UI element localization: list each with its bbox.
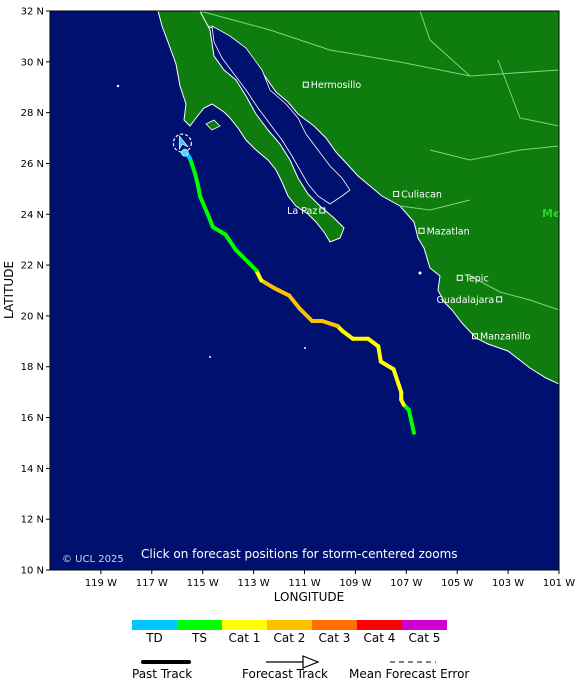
zoom-notice[interactable]: Click on forecast positions for storm-ce… bbox=[141, 547, 458, 561]
track-segment[interactable] bbox=[287, 293, 302, 311]
city-marker bbox=[418, 227, 425, 234]
track-segment[interactable] bbox=[195, 181, 203, 199]
city-label: Manzanillo bbox=[480, 332, 531, 343]
island bbox=[418, 271, 422, 275]
track-segment[interactable] bbox=[187, 156, 198, 176]
track-segment[interactable] bbox=[378, 359, 396, 372]
track-segment[interactable] bbox=[271, 285, 292, 298]
lat-tick-label: 32 N bbox=[21, 7, 44, 18]
track-segment[interactable] bbox=[233, 247, 259, 273]
legend-category-label: Cat 2 bbox=[274, 631, 306, 645]
legend-swatch bbox=[312, 620, 357, 630]
state-border bbox=[199, 11, 559, 311]
past-track-label: Past Track bbox=[132, 667, 192, 681]
mean-error-circle bbox=[172, 133, 192, 153]
island bbox=[304, 347, 306, 349]
track-segment[interactable] bbox=[259, 278, 276, 290]
island bbox=[209, 356, 211, 358]
lon-tick-label: 119 W bbox=[85, 578, 117, 589]
track-segment[interactable] bbox=[223, 232, 238, 252]
lat-tick-label: 10 N bbox=[21, 566, 44, 577]
city-marker bbox=[496, 296, 503, 303]
copyright: © UCL 2025 bbox=[62, 554, 124, 565]
baja-california bbox=[157, 11, 345, 243]
lat-tick-label: 12 N bbox=[21, 515, 44, 526]
lon-tick-label: 111 W bbox=[288, 578, 320, 589]
lat-tick-label: 18 N bbox=[21, 362, 44, 373]
legend-swatch bbox=[357, 620, 402, 630]
lon-tick-label: 103 W bbox=[492, 578, 524, 589]
track-segment[interactable] bbox=[406, 407, 416, 435]
x-axis-title: LONGITUDE bbox=[274, 590, 344, 604]
legend-category-label: Cat 1 bbox=[229, 631, 261, 645]
lat-tick-label: 24 N bbox=[21, 210, 44, 221]
lon-tick-label: 105 W bbox=[441, 578, 473, 589]
legend-category-label: Cat 5 bbox=[409, 631, 441, 645]
island bbox=[116, 84, 120, 88]
legend-swatch bbox=[132, 620, 177, 630]
gulf-of-california bbox=[211, 25, 351, 205]
lat-tick-label: 22 N bbox=[21, 261, 44, 272]
lon-tick-label: 117 W bbox=[136, 578, 168, 589]
track-segment[interactable] bbox=[391, 367, 401, 387]
track-segment[interactable] bbox=[376, 344, 383, 364]
forecast-track-label: Forecast Track bbox=[242, 667, 328, 681]
lon-tick-label: 113 W bbox=[238, 578, 270, 589]
track-segment[interactable] bbox=[210, 224, 228, 237]
forecast-arrow-icon bbox=[302, 655, 320, 669]
city-label: Mazatlan bbox=[427, 226, 470, 237]
current-position-icon[interactable] bbox=[179, 135, 189, 151]
lon-tick-label: 101 W bbox=[543, 578, 575, 589]
mean-error-label: Mean Forecast Error bbox=[349, 667, 469, 681]
legend-category-label: Cat 3 bbox=[319, 631, 351, 645]
last-fix-dot[interactable] bbox=[181, 148, 189, 157]
city-marker bbox=[456, 274, 463, 281]
legend-category-label: TD bbox=[145, 631, 163, 645]
city-label: Hermosillo bbox=[311, 80, 362, 91]
city-marker bbox=[302, 81, 309, 88]
city-label: Tepic bbox=[464, 273, 489, 284]
lat-tick-label: 20 N bbox=[21, 311, 44, 322]
lat-tick-label: 16 N bbox=[21, 413, 44, 424]
lat-tick-label: 30 N bbox=[21, 57, 44, 68]
lon-tick-label: 109 W bbox=[339, 578, 371, 589]
lat-tick-label: 26 N bbox=[21, 159, 44, 170]
legend-swatch bbox=[177, 620, 222, 630]
city-label: La Paz bbox=[287, 206, 317, 217]
track-segment[interactable] bbox=[320, 318, 340, 329]
country-label: Me bbox=[542, 207, 560, 220]
legend-category-label: Cat 4 bbox=[364, 631, 396, 645]
city-marker bbox=[319, 207, 326, 214]
track-segment[interactable] bbox=[340, 329, 355, 341]
legend-swatch bbox=[267, 620, 312, 630]
island bbox=[205, 119, 221, 131]
track-segment[interactable] bbox=[366, 336, 381, 349]
lat-tick-label: 14 N bbox=[21, 464, 44, 475]
lat-tick-label: 28 N bbox=[21, 108, 44, 119]
track-segment[interactable] bbox=[205, 212, 215, 229]
lon-tick-label: 107 W bbox=[390, 578, 422, 589]
city-marker bbox=[472, 333, 479, 340]
legend-swatch bbox=[222, 620, 267, 630]
legend-swatch bbox=[402, 620, 447, 630]
y-axis-title: LATITUDE bbox=[2, 261, 16, 319]
track-segment[interactable] bbox=[198, 194, 210, 217]
legend-category-label: TS bbox=[191, 631, 207, 645]
city-label: Guadalajara bbox=[436, 295, 494, 306]
track-segment[interactable] bbox=[297, 306, 315, 323]
city-label: Culiacan bbox=[401, 189, 442, 200]
city-marker bbox=[393, 190, 400, 197]
lon-tick-label: 115 W bbox=[187, 578, 219, 589]
